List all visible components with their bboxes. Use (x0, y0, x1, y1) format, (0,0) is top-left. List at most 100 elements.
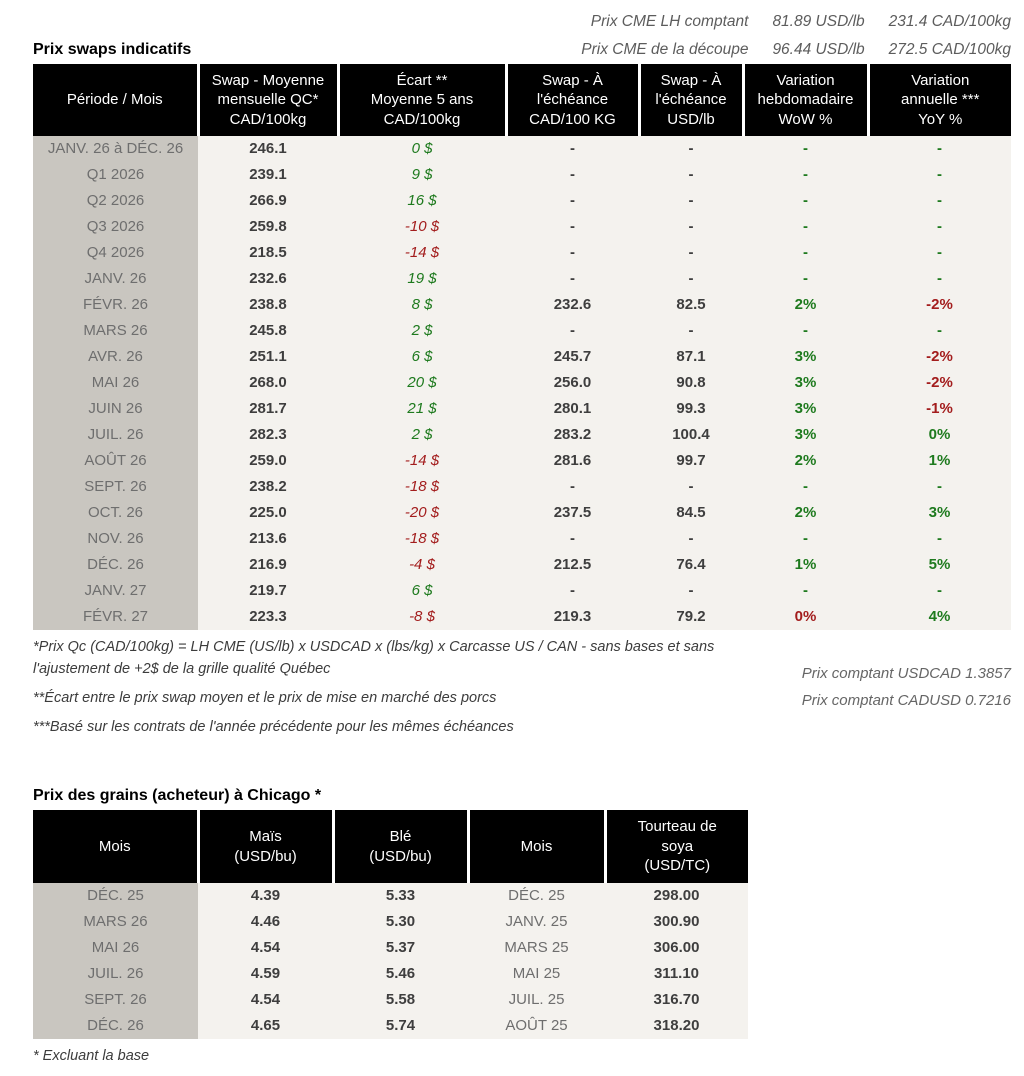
yoy-cell: 1% (868, 448, 1011, 475)
mois-cell: MARS 26 (33, 908, 198, 935)
spot-usdcad: Prix comptant USDCAD 1.3857 (801, 665, 1011, 683)
mais-cell: 4.39 (198, 882, 333, 909)
cme-cutout-usd: 96.44 USD/lb (772, 40, 865, 58)
swap-echeance-cad-cell: - (506, 526, 639, 553)
mois-cell: SEPT. 26 (33, 986, 198, 1013)
avg-monthly-cell: 259.8 (198, 214, 338, 241)
period-cell: SEPT. 26 (33, 474, 198, 501)
ble-cell: 5.33 (333, 882, 468, 909)
ecart-cell: 16 $ (338, 188, 506, 215)
swap-table-row: Q4 2026 218.5 -14 $ - - - - (33, 240, 1011, 267)
wow-cell: 2% (743, 448, 868, 475)
mais-cell: 4.54 (198, 934, 333, 961)
ble-cell: 5.37 (333, 934, 468, 961)
swap-table-row: Q2 2026 266.9 16 $ - - - - (33, 188, 1011, 215)
yoy-cell: 3% (868, 500, 1011, 527)
ecart-cell: 6 $ (338, 344, 506, 371)
swap-table-row: MAI 26 268.0 20 $256.0 90.8 3% -2% (33, 370, 1011, 397)
ecart-cell: -18 $ (338, 526, 506, 553)
avg-monthly-cell: 282.3 (198, 422, 338, 449)
period-cell: OCT. 26 (33, 500, 198, 527)
header-mois-1: Mois (33, 810, 198, 883)
wow-cell: 3% (743, 396, 868, 423)
period-cell: Q4 2026 (33, 240, 198, 267)
period-cell: FÉVR. 26 (33, 292, 198, 319)
avg-monthly-cell: 266.9 (198, 188, 338, 215)
yoy-cell: - (868, 214, 1011, 241)
ecart-cell: 0 $ (338, 136, 506, 163)
yoy-cell: 4% (868, 604, 1011, 631)
tourteau-cell: 300.90 (605, 908, 748, 935)
cme-spot-line-2: Prix CME de la découpe 96.44 USD/lb 272.… (581, 36, 1011, 64)
period-cell: MARS 26 (33, 318, 198, 345)
footnote-prix-qc: *Prix Qc (CAD/100kg) = LH CME (US/lb) x … (33, 639, 715, 678)
wow-cell: 3% (743, 422, 868, 449)
avg-monthly-cell: 216.9 (198, 552, 338, 579)
swap-table-row: JUIN 26 281.7 21 $280.1 99.3 3% -1% (33, 396, 1011, 423)
swap-echeance-usd-cell: - (639, 214, 743, 241)
cme-lh-usd: 81.89 USD/lb (772, 13, 865, 30)
tourteau-cell: 311.10 (605, 960, 748, 987)
grains-table-header: Mois Maïs (USD/bu) Blé (USD/bu) Mois Tou… (33, 810, 748, 883)
wow-cell: - (743, 188, 868, 215)
mois2-cell: MAI 25 (468, 960, 605, 987)
period-cell: JANV. 26 (33, 266, 198, 293)
swap-table-row: JANV. 26 232.6 19 $ - - - - (33, 266, 1011, 293)
mais-cell: 4.46 (198, 908, 333, 935)
period-cell: AVR. 26 (33, 344, 198, 371)
cme-cutout-cad: 272.5 CAD/100kg (888, 40, 1011, 58)
header-mois-2: Mois (466, 810, 605, 883)
swap-echeance-cad-cell: - (506, 474, 639, 501)
swap-table-row: DÉC. 26 216.9 -4 $212.5 76.4 1% 5% (33, 552, 1011, 579)
grain-table-row: MARS 26 4.46 5.30 JANV. 25 300.90 (33, 908, 748, 935)
period-cell: NOV. 26 (33, 526, 198, 553)
yoy-cell: -2% (868, 344, 1011, 371)
avg-monthly-cell: 239.1 (198, 162, 338, 189)
swap-echeance-cad-cell: - (506, 214, 639, 241)
wow-cell: - (743, 240, 868, 267)
swap-echeance-usd-cell: - (639, 240, 743, 267)
yoy-cell: - (868, 578, 1011, 605)
swap-echeance-usd-cell: 87.1 (639, 344, 743, 371)
period-cell: Q1 2026 (33, 162, 198, 189)
cme-spot-line-1: Prix CME LH comptant 81.89 USD/lb 231.4 … (33, 8, 1011, 36)
yoy-cell: - (868, 240, 1011, 267)
mais-cell: 4.59 (198, 960, 333, 987)
ecart-cell: 8 $ (338, 292, 506, 319)
wow-cell: 0% (743, 604, 868, 631)
swaps-footnotes-right: Prix comptant USDCAD 1.3857 Prix comptan… (802, 637, 1011, 745)
period-cell: Q3 2026 (33, 214, 198, 241)
swap-echeance-cad-cell: - (506, 162, 639, 189)
wow-cell: - (743, 136, 868, 163)
grain-table-row: JUIL. 26 4.59 5.46 MAI 25 311.10 (33, 960, 748, 987)
swaps-table-body: JANV. 26 à DÉC. 26 246.1 0 $ - - - - Q1 2026 239… (33, 136, 1011, 631)
tourteau-cell: 318.20 (605, 1012, 748, 1039)
yoy-cell: 5% (868, 552, 1011, 579)
mois2-cell: JANV. 25 (468, 908, 605, 935)
mois2-cell: DÉC. 25 (468, 882, 605, 909)
wow-cell: - (743, 474, 868, 501)
tourteau-cell: 316.70 (605, 986, 748, 1013)
swap-echeance-cad-cell: 280.1 (506, 396, 639, 423)
grain-table-row: DÉC. 26 4.65 5.74 AOÛT 25 318.20 (33, 1012, 748, 1039)
header-mais: Maïs (USD/bu) (196, 810, 333, 883)
yoy-cell: -2% (868, 370, 1011, 397)
ecart-cell: -4 $ (338, 552, 506, 579)
header-ble: Blé (USD/bu) (331, 810, 468, 883)
period-cell: DÉC. 26 (33, 552, 198, 579)
ecart-cell: -14 $ (338, 240, 506, 267)
header-periode: Période / Mois (33, 63, 198, 137)
swap-table-row: FÉVR. 26 238.8 8 $232.6 82.5 2% -2% (33, 292, 1011, 319)
ecart-cell: 21 $ (338, 396, 506, 423)
avg-monthly-cell: 281.7 (198, 396, 338, 423)
mois-cell: DÉC. 25 (33, 882, 198, 909)
yoy-cell: -2% (868, 292, 1011, 319)
header-swap-moyenne: Swap - Moyenne mensuelle QC* CAD/100kg (196, 63, 338, 137)
grains-footnote: * Excluant la base (33, 1047, 150, 1064)
avg-monthly-cell: 251.1 (198, 344, 338, 371)
yoy-cell: - (868, 162, 1011, 189)
avg-monthly-cell: 223.3 (198, 604, 338, 631)
avg-monthly-cell: 238.8 (198, 292, 338, 319)
swap-echeance-usd-cell: 84.5 (639, 500, 743, 527)
